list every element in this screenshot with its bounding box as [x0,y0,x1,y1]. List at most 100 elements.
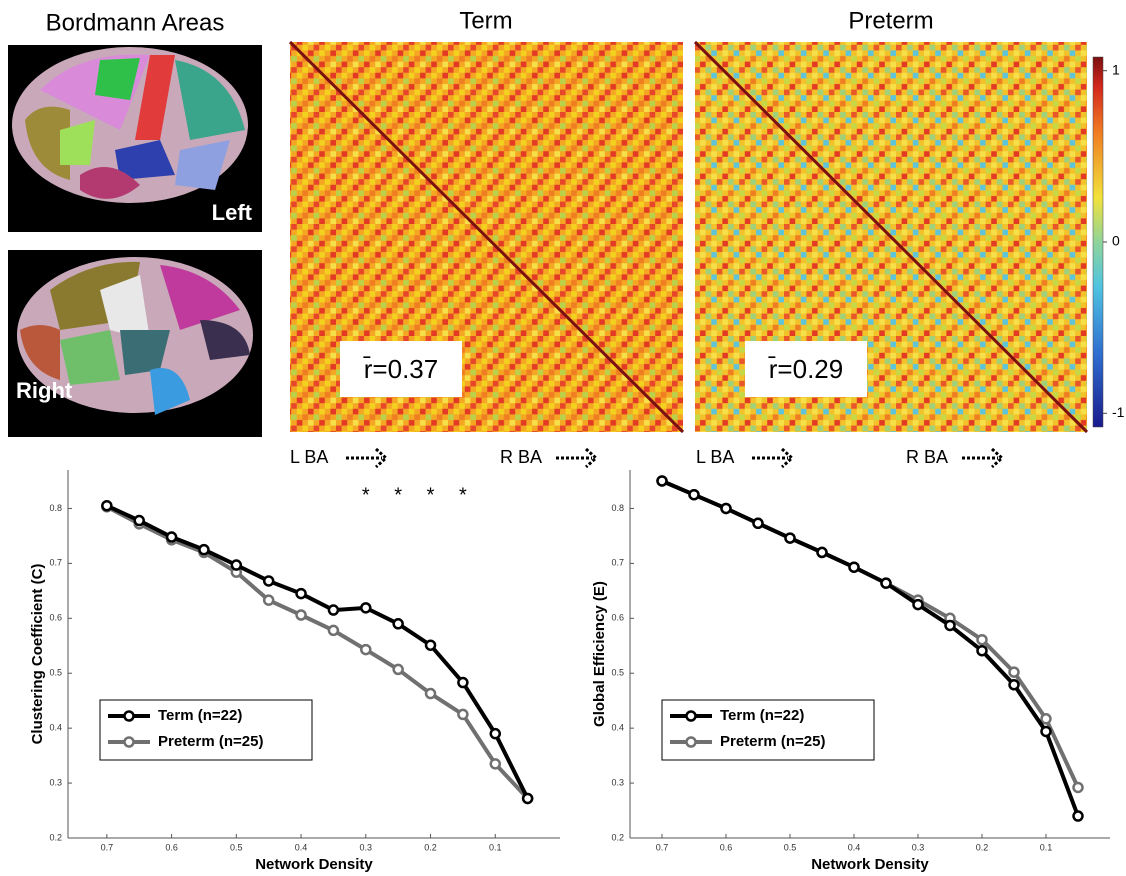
marker [424,687,437,700]
x-tick-label: 0.3 [912,842,925,852]
marker [976,633,988,646]
marker [1008,666,1020,678]
marker [262,594,275,606]
y-tick-label: 0.3 [611,777,624,787]
series-line [106,503,530,800]
brain-left [12,47,248,203]
colorbar-tick-label: 1 [1112,61,1120,77]
matrix-title: Preterm [848,7,933,34]
marker [848,561,860,573]
marker [1008,679,1020,691]
legend-marker [123,736,135,748]
marker [1040,725,1052,738]
marker [295,609,307,621]
x-tick-label: 0.7 [656,842,669,852]
mean-r: r̄=0.37 [363,354,438,384]
colorbar-tick-label: -1 [1112,404,1125,420]
x-tick-label: 0.3 [360,842,373,852]
y-tick-label: 0.3 [49,777,62,787]
significance-marker: * [394,484,402,506]
x-tick-label: 0.1 [1040,842,1053,852]
axis-label: R BA [500,447,542,467]
diagonal [288,40,685,434]
legend [99,699,313,761]
y-tick-label: 0.7 [611,558,624,568]
legend-label: Term (n=22) [720,707,804,724]
marker [327,624,340,637]
label-box [745,341,867,397]
marker [656,475,668,487]
marker [101,499,113,512]
y-tick-label: 0.5 [49,668,62,678]
axis-label: L BA [696,447,734,467]
marker [457,676,469,689]
marker [165,531,178,543]
x-tick-label: 0.2 [424,842,437,852]
marker [198,543,210,556]
marker [230,559,243,571]
brain-label: Right [16,378,73,403]
significance-marker: * [427,484,435,506]
x-tick-label: 0.5 [230,842,243,852]
marker [360,602,372,614]
marker [489,758,502,770]
y-tick-label: 0.6 [611,613,624,623]
marker [133,514,145,527]
marker [784,532,796,544]
x-axis-label: Network Density [811,856,929,873]
marker [392,663,404,676]
legend-marker [685,736,697,748]
marker [262,575,275,587]
title: Bordmann Areas [46,9,225,36]
x-tick-label: 0.6 [165,842,178,852]
x-tick-label: 0.4 [848,842,861,852]
marker [752,517,764,530]
series-line [661,479,1080,817]
x-tick-label: 0.5 [784,842,797,852]
marker [976,644,988,657]
marker [489,727,502,740]
mean-r: r̄=0.29 [768,354,843,384]
axis-label: R BA [906,447,948,467]
x-tick-label: 0.1 [489,842,502,852]
colorbar [1092,56,1104,428]
label-box [340,341,462,397]
y-tick-label: 0.5 [611,668,624,678]
x-tick-label: 0.6 [720,842,733,852]
x-tick-label: 0.4 [295,842,308,852]
x-tick-label: 0.7 [101,842,114,852]
colorbar-tick-label: 0 [1112,233,1120,249]
y-tick-label: 0.6 [49,613,62,623]
marker [1040,713,1052,725]
marker [327,604,340,616]
brain-label: Left [212,200,253,225]
marker [720,502,732,515]
diagonal [693,40,1089,434]
y-tick-label: 0.8 [611,503,624,513]
legend-label: Term (n=22) [158,707,242,724]
x-axis-label: Network Density [255,856,373,873]
y-tick-label: 0.7 [49,558,62,568]
marker [1072,810,1084,822]
brain-right [17,257,253,415]
legend-label: Preterm (n=25) [720,733,825,750]
marker [1072,781,1084,794]
y-tick-label: 0.4 [611,723,624,733]
legend-marker [123,710,135,722]
marker [295,587,307,600]
marker [944,619,956,632]
marker [360,643,372,656]
legend [661,699,875,761]
y-tick-label: 0.2 [49,832,62,842]
marker [688,488,700,501]
x-tick-label: 0.2 [976,842,989,852]
series-line [105,505,530,800]
marker [457,708,469,721]
y-tick-label: 0.8 [49,503,62,513]
marker [424,639,437,651]
arrows [346,447,1005,469]
marker [521,792,534,805]
matrix-title: Term [459,7,512,34]
marker [880,577,892,589]
